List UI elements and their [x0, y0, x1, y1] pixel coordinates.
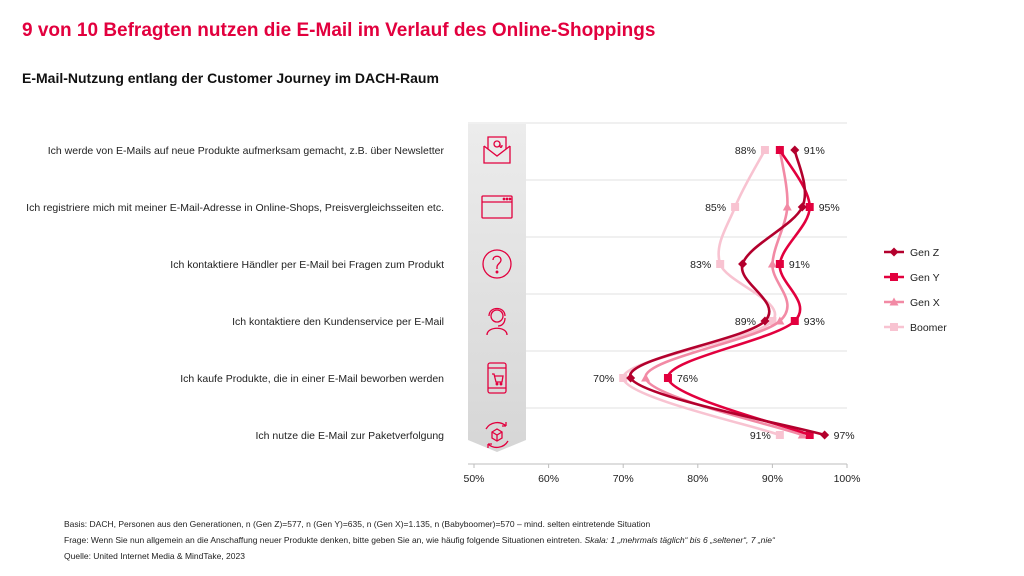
series-gen-y — [663, 146, 814, 439]
footer-basis: Basis: DACH, Personen aus den Generation… — [64, 519, 651, 529]
data-point — [775, 260, 784, 268]
data-label-min: 89% — [735, 316, 756, 328]
data-label-min: 85% — [705, 202, 726, 214]
journey-arrow — [468, 124, 526, 452]
question-icon — [482, 249, 512, 279]
x-tick-label: 90% — [762, 473, 783, 485]
series-boomer — [619, 146, 784, 439]
data-point — [775, 431, 784, 439]
data-point — [805, 431, 814, 439]
page-title: 9 von 10 Befragten nutzen die E-Mail im … — [22, 20, 656, 41]
data-label-max: 93% — [804, 316, 825, 328]
series-line — [666, 148, 812, 437]
x-tick-label: 70% — [613, 473, 634, 485]
data-point — [797, 430, 807, 439]
data-label-min: 70% — [593, 373, 614, 385]
data-point — [716, 260, 725, 268]
series-gen-z — [626, 145, 830, 440]
category-label: Ich registriere mich mit meiner E-Mail-A… — [26, 202, 444, 214]
data-label-min: 91% — [750, 430, 771, 442]
data-point — [768, 317, 777, 325]
data-point — [775, 316, 785, 325]
gridlines — [468, 122, 847, 409]
data-point — [820, 430, 830, 440]
legend-label: Gen Z — [910, 247, 940, 259]
series-line — [629, 148, 826, 437]
footer-skala: Skala: 1 „mehrmals täglich“ bis 6 „selte… — [584, 535, 775, 545]
data-point — [797, 202, 807, 212]
data-label-max: 95% — [819, 202, 840, 214]
legend-item-gen-y: Gen Y — [884, 272, 940, 284]
category-label: Ich kaufe Produkte, die in einer E-Mail … — [180, 373, 444, 385]
category-label: Ich kontaktiere den Kundenservice per E-… — [232, 316, 444, 328]
x-tick-label: 100% — [834, 473, 861, 485]
data-point — [782, 202, 792, 211]
category-label: Ich werde von E-Mails auf neue Produkte … — [48, 145, 445, 157]
data-label-max: 91% — [804, 145, 825, 157]
data-point — [775, 146, 784, 154]
data-label-max: 97% — [834, 430, 855, 442]
data-point — [663, 374, 672, 382]
category-label: Ich nutze die E-Mail zur Paketverfolgung — [255, 430, 444, 442]
mobile-cart-icon — [487, 362, 507, 394]
data-point — [619, 374, 628, 382]
data-point — [790, 145, 800, 155]
data-label-max: 76% — [677, 373, 698, 385]
newsletter-envelope-icon — [483, 136, 511, 164]
x-tick-label: 50% — [463, 473, 484, 485]
x-tick-label: 60% — [538, 473, 559, 485]
data-point — [767, 259, 777, 268]
legend-marker — [889, 247, 899, 257]
legend-item-gen-z: Gen Z — [884, 247, 940, 259]
browser-window-icon — [481, 195, 513, 219]
data-label-min: 83% — [690, 259, 711, 271]
data-point — [738, 259, 748, 269]
legend-marker — [889, 297, 899, 306]
x-tick-label: 80% — [687, 473, 708, 485]
data-point — [760, 316, 770, 326]
legend-item-gen-x: Gen X — [884, 297, 940, 309]
legend-label: Boomer — [910, 322, 947, 334]
legend-marker — [890, 323, 898, 331]
series-line — [621, 148, 782, 437]
data-point — [731, 203, 740, 211]
data-point — [805, 203, 814, 211]
footer-frage-line: Frage: Wenn Sie nun allgemein an die Ans… — [64, 535, 775, 545]
legend-marker — [890, 273, 898, 281]
headset-agent-icon — [486, 307, 508, 336]
data-label-max: 91% — [789, 259, 810, 271]
legend-label: Gen X — [910, 297, 940, 309]
category-icons — [481, 136, 513, 449]
legend-item-boomer: Boomer — [884, 322, 947, 334]
data-point — [760, 146, 769, 154]
package-tracking-icon — [485, 421, 509, 449]
data-point — [790, 317, 799, 325]
category-label: Ich kontaktiere Händler per E-Mail bei F… — [170, 259, 444, 271]
legend-label: Gen Y — [910, 272, 940, 284]
data-point — [641, 373, 651, 382]
data-point — [626, 373, 636, 383]
footer-quelle: Quelle: United Internet Media & MindTake… — [64, 551, 245, 561]
series-line — [644, 148, 804, 437]
page-subtitle: E-Mail-Nutzung entlang der Customer Jour… — [22, 70, 439, 86]
footer-frage: Frage: Wenn Sie nun allgemein an die Ans… — [64, 535, 583, 545]
data-label-min: 88% — [735, 145, 756, 157]
